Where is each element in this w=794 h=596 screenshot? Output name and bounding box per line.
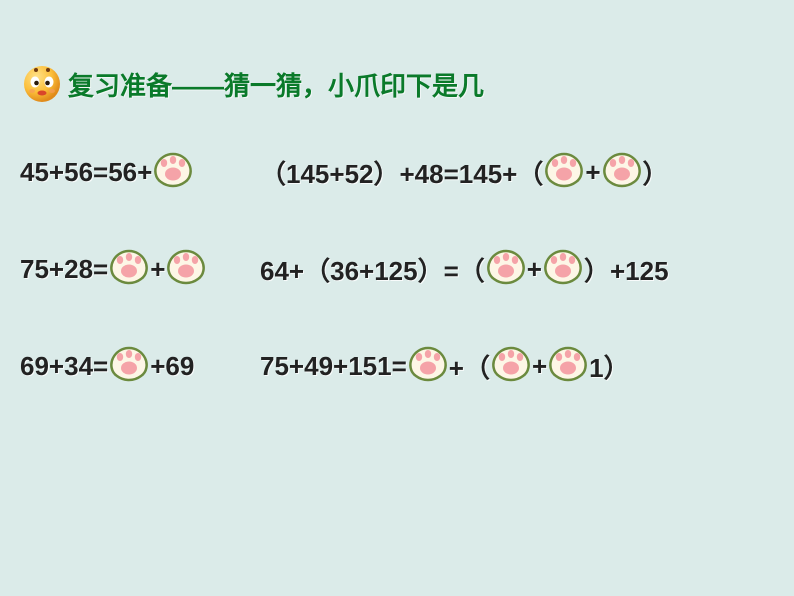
paw-icon <box>491 344 531 389</box>
paw-icon <box>153 150 193 195</box>
equation-text: + <box>532 351 547 382</box>
equation-text: + <box>150 254 165 285</box>
equation-left: 69+34= +69 <box>20 344 260 389</box>
equation-text: + <box>585 157 600 188</box>
equation-row: 45+56=56+ （145+52）+48=145+（ + ） <box>20 150 774 195</box>
equation-text: 75+49+151= <box>260 351 407 382</box>
title-row: 复习准备——猜一猜，小爪印下是几 <box>20 60 484 109</box>
equation-text: ） <box>643 154 669 191</box>
equation-right: 75+49+151= +（ + 1） <box>260 344 774 389</box>
paw-icon <box>486 247 526 292</box>
page-title: 复习准备——猜一猜，小爪印下是几 <box>68 66 484 103</box>
equation-text: + <box>527 254 542 285</box>
equation-text: 1） <box>589 348 629 385</box>
paw-icon <box>109 247 149 292</box>
equation-text: 75+28= <box>20 254 108 285</box>
paw-icon <box>109 344 149 389</box>
emoji-icon <box>20 60 64 109</box>
paw-icon <box>166 247 206 292</box>
equation-left: 45+56=56+ <box>20 150 260 195</box>
equation-text: 69+34= <box>20 351 108 382</box>
paw-icon <box>408 344 448 389</box>
paw-icon <box>544 150 584 195</box>
equation-text: （145+52）+48=145+（ <box>260 154 543 191</box>
equation-row: 75+28= + 64+（36+125）=（ + ）+125 <box>20 247 774 292</box>
equation-text: +（ <box>449 348 490 385</box>
paw-icon <box>548 344 588 389</box>
equation-text: ）+125 <box>584 251 669 288</box>
equation-text: 64+（36+125）=（ <box>260 251 485 288</box>
equation-left: 75+28= + <box>20 247 260 292</box>
paw-icon <box>543 247 583 292</box>
equation-row: 69+34= +6975+49+151= +（ + 1） <box>20 344 774 389</box>
paw-icon <box>602 150 642 195</box>
equation-text: +69 <box>150 351 194 382</box>
equation-right: （145+52）+48=145+（ + ） <box>260 150 774 195</box>
equation-right: 64+（36+125）=（ + ）+125 <box>260 247 774 292</box>
equation-text: 45+56=56+ <box>20 157 152 188</box>
equations-area: 45+56=56+ （145+52）+48=145+（ + ） 75+28= + … <box>20 150 774 441</box>
